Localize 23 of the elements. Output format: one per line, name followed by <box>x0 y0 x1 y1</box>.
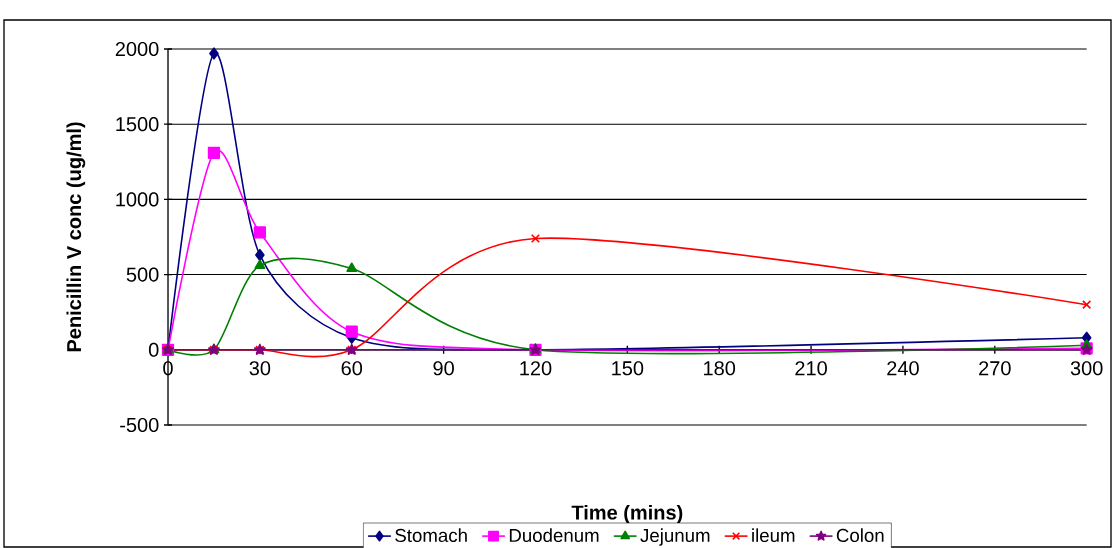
x-tick-label: 180 <box>704 361 736 376</box>
x-tick-label: 300 <box>1070 361 1103 376</box>
legend-label: ileum <box>752 528 795 543</box>
y-tick-label: 0 <box>148 342 159 357</box>
x-tick-label: 150 <box>612 361 644 376</box>
y-tick-label: 2000 <box>115 41 159 57</box>
x-tick-label: 60 <box>341 361 363 376</box>
legend-label: Stomach <box>395 528 467 543</box>
x-tick-label: 210 <box>795 361 827 376</box>
x-tick-label: 240 <box>887 361 919 376</box>
x-tick-label: 30 <box>249 361 271 376</box>
legend-label: Duodenum <box>509 528 599 543</box>
legend-label: Jejunum <box>640 528 710 546</box>
legend-label: Colon <box>836 528 884 543</box>
x-tick-label: 90 <box>433 361 454 376</box>
y-tick-label: 1500 <box>116 117 159 132</box>
y-tick-label: 1000 <box>116 192 159 207</box>
x-tick-label: 120 <box>520 361 552 376</box>
x-axis-title: Time (mins) <box>571 504 683 524</box>
y-tick-label: 500 <box>126 267 159 282</box>
y-axis-title: Penicillin V conc (ug/ml) <box>66 122 86 352</box>
x-tick-label: 270 <box>979 361 1011 376</box>
y-tick-label: -500 <box>120 417 159 433</box>
